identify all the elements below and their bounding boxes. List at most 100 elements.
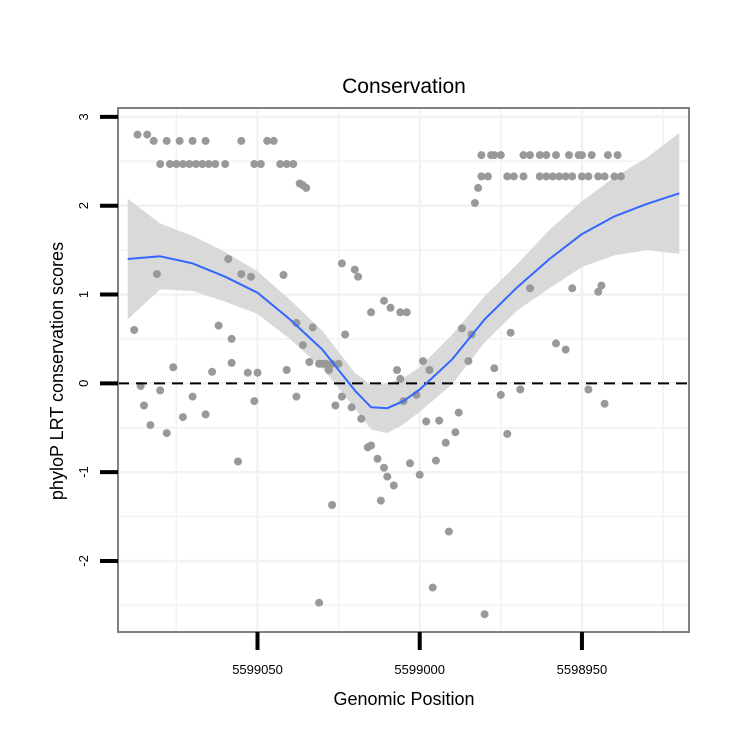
data-point [156, 386, 165, 395]
data-point [393, 366, 401, 374]
data-point [519, 151, 528, 160]
data-point [610, 172, 619, 181]
data-point [162, 136, 171, 145]
data-point [419, 357, 427, 366]
data-point [149, 136, 158, 145]
data-point [577, 151, 586, 160]
data-point [474, 183, 483, 192]
data-point [276, 160, 285, 168]
data-point [221, 160, 230, 168]
data-point [519, 172, 528, 181]
data-point [308, 323, 317, 332]
data-point [555, 172, 564, 181]
data-point [380, 296, 388, 305]
data-point [169, 363, 178, 372]
data-point [350, 265, 359, 274]
x-tick-label: 5598950 [557, 662, 608, 677]
data-point [600, 172, 609, 181]
data-point [331, 401, 340, 410]
data-point [376, 496, 385, 505]
data-point [568, 284, 577, 293]
data-point [526, 284, 534, 293]
data-point [490, 151, 499, 160]
data-point [594, 287, 603, 296]
data-point [243, 368, 252, 377]
data-point [321, 359, 330, 368]
data-point [594, 172, 603, 181]
data-point [133, 130, 142, 139]
data-point [542, 151, 551, 160]
data-point [188, 136, 197, 145]
data-point [237, 136, 246, 145]
data-point [178, 160, 187, 168]
data-point [503, 429, 512, 438]
data-point [247, 272, 255, 281]
data-point [477, 151, 486, 160]
data-point [198, 160, 207, 168]
data-point [250, 397, 259, 406]
chart-title: Conservation [342, 75, 466, 98]
x-tick-label: 5599000 [394, 662, 445, 677]
data-point [470, 199, 479, 207]
data-point [380, 463, 388, 472]
data-point [227, 358, 236, 367]
data-point [548, 172, 557, 181]
data-point [483, 172, 492, 181]
data-point [234, 457, 242, 466]
data-point [587, 151, 596, 160]
data-point [253, 368, 262, 377]
data-point [444, 527, 453, 536]
data-point [214, 321, 223, 330]
data-point [597, 281, 606, 290]
y-tick-label: 1 [76, 291, 91, 298]
data-point [496, 390, 505, 399]
data-point [535, 151, 544, 160]
data-point [146, 421, 155, 430]
data-point [396, 308, 405, 317]
data-point [354, 272, 363, 281]
data-point [152, 270, 161, 279]
data-point [552, 339, 560, 348]
data-point [406, 459, 414, 468]
data-point [263, 136, 272, 145]
data-point [279, 271, 288, 279]
smooth-fit-line [127, 192, 680, 410]
data-point [298, 341, 307, 350]
x-tick-label: 5599050 [232, 662, 283, 677]
data-point [328, 501, 337, 509]
data-point [496, 151, 505, 160]
data-point [201, 410, 210, 419]
data-point [143, 130, 152, 139]
data-point [269, 136, 278, 145]
data-point [367, 441, 376, 450]
data-point [383, 472, 392, 481]
data-point [185, 160, 194, 168]
data-point [425, 366, 434, 374]
data-point [568, 172, 577, 181]
data-point [204, 160, 213, 168]
data-point [561, 172, 570, 181]
data-point [188, 392, 197, 401]
data-point [552, 151, 560, 160]
data-point [292, 392, 301, 401]
y-tick-label: 0 [76, 380, 91, 387]
data-point [441, 438, 450, 447]
data-point [227, 334, 236, 343]
data-point [302, 183, 311, 192]
data-point [477, 172, 486, 181]
data-point [428, 583, 437, 592]
data-point [162, 429, 171, 438]
data-point [130, 326, 139, 334]
data-point [172, 160, 181, 168]
data-point [334, 359, 343, 368]
data-point [191, 160, 200, 168]
data-point [415, 470, 424, 479]
data-point [305, 358, 314, 366]
data-point [577, 172, 586, 181]
data-point [503, 172, 512, 181]
data-point [256, 160, 265, 168]
data-point [165, 160, 174, 168]
data-point [373, 454, 382, 463]
y-tick-label: -2 [76, 555, 91, 567]
